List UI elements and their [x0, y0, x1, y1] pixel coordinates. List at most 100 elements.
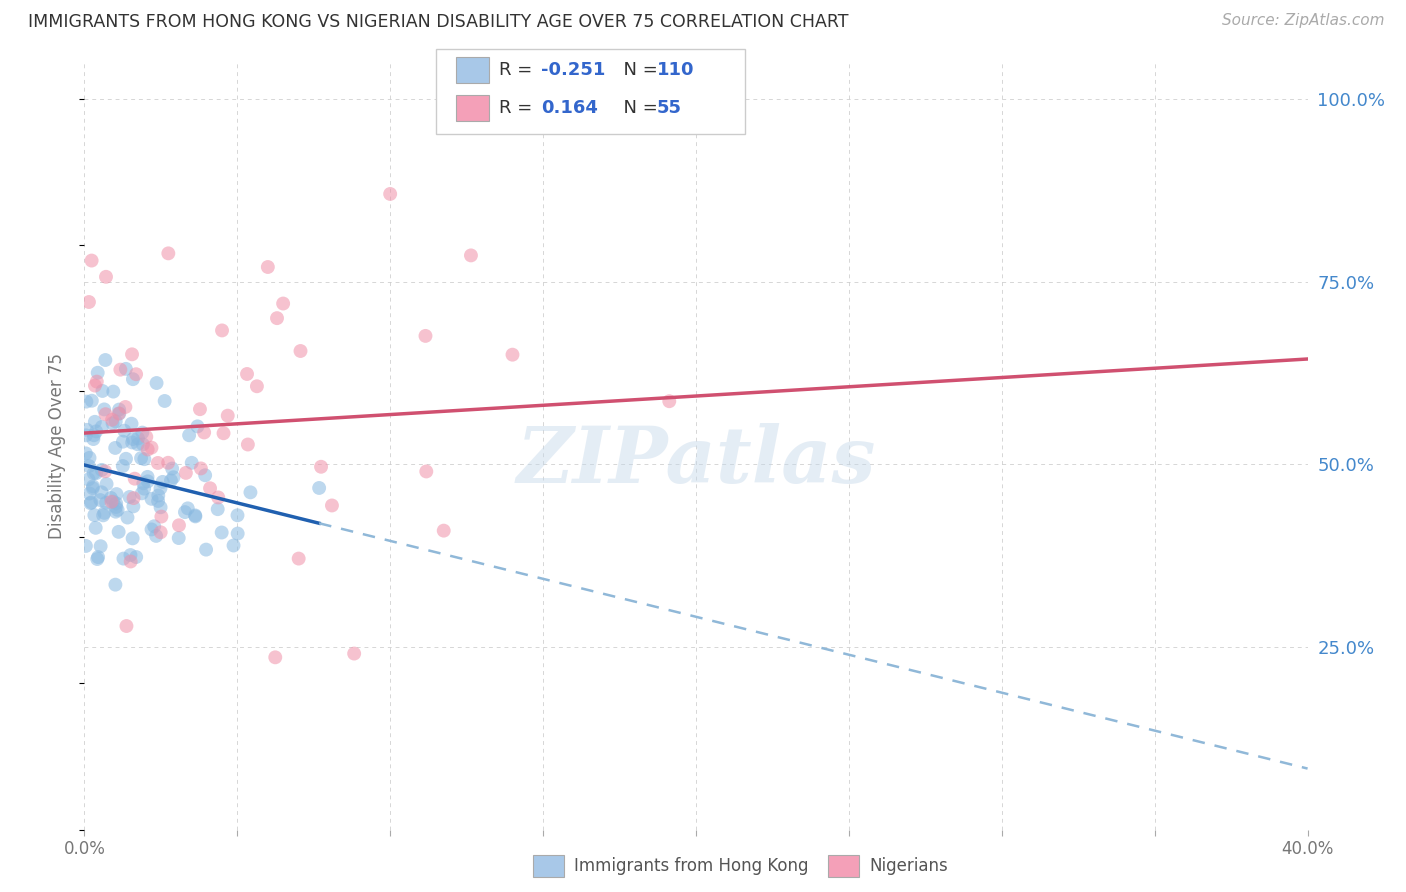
Text: -0.251: -0.251: [541, 61, 606, 79]
Point: [153, 394, 176, 409]
Point: [190, 461, 212, 475]
Point: [290, 344, 312, 359]
Point: [195, 542, 218, 557]
Point: [79, 496, 101, 510]
Point: [80, 495, 103, 509]
Point: [114, 400, 136, 414]
Point: [141, 523, 163, 537]
Point: [194, 468, 217, 483]
Point: [309, 459, 332, 474]
Point: [343, 647, 366, 661]
Point: [84, 466, 107, 480]
Point: [118, 490, 141, 504]
Point: [86, 552, 108, 566]
Point: [212, 426, 235, 441]
Point: [460, 248, 482, 262]
Point: [149, 481, 172, 495]
Text: 110: 110: [657, 61, 695, 79]
Point: [86, 375, 108, 389]
Point: [104, 577, 127, 591]
Point: [91, 508, 114, 523]
Point: [122, 372, 145, 386]
Point: [83, 428, 105, 442]
Point: [90, 420, 112, 434]
Point: [80, 393, 103, 408]
Point: [308, 481, 330, 495]
Point: [184, 509, 207, 524]
Point: [246, 379, 269, 393]
Point: [124, 472, 146, 486]
Point: [146, 494, 169, 508]
Point: [107, 503, 129, 517]
Point: [226, 526, 249, 541]
Text: ZIPatlas: ZIPatlas: [516, 423, 876, 500]
Point: [111, 434, 134, 449]
Point: [104, 505, 127, 519]
Point: [287, 551, 309, 566]
Point: [121, 532, 143, 546]
Point: [80, 253, 103, 268]
Point: [129, 451, 152, 466]
Point: [121, 435, 143, 450]
Text: N =: N =: [612, 61, 664, 79]
Point: [104, 441, 127, 455]
Point: [105, 487, 128, 501]
Point: [79, 450, 101, 465]
Point: [177, 501, 200, 516]
Text: IMMIGRANTS FROM HONG KONG VS NIGERIAN DISABILITY AGE OVER 75 CORRELATION CHART: IMMIGRANTS FROM HONG KONG VS NIGERIAN DI…: [28, 13, 849, 31]
Point: [157, 456, 180, 470]
Point: [101, 417, 124, 431]
Point: [193, 425, 215, 440]
Point: [94, 407, 117, 421]
Point: [107, 524, 129, 539]
Point: [82, 432, 104, 446]
Point: [149, 500, 172, 515]
Point: [160, 474, 183, 488]
Point: [101, 413, 124, 427]
Point: [120, 554, 142, 568]
Point: [136, 470, 159, 484]
Point: [188, 402, 211, 417]
Point: [502, 348, 524, 362]
Point: [149, 525, 172, 540]
Point: [211, 323, 233, 337]
Text: N =: N =: [612, 99, 664, 117]
Point: [86, 366, 108, 380]
Point: [184, 508, 207, 523]
Point: [121, 347, 143, 361]
Point: [271, 296, 294, 310]
Point: [174, 466, 197, 480]
Point: [222, 539, 245, 553]
Point: [84, 378, 107, 392]
Point: [321, 499, 343, 513]
Point: [104, 414, 127, 428]
Point: [108, 402, 131, 417]
Point: [89, 493, 111, 508]
Point: [79, 486, 101, 500]
Point: [236, 367, 259, 381]
Point: [84, 521, 107, 535]
Point: [207, 491, 229, 505]
Point: [121, 417, 143, 431]
Point: [264, 650, 287, 665]
Point: [211, 525, 233, 540]
Point: [83, 466, 105, 480]
Point: [658, 394, 681, 409]
Text: Nigerians: Nigerians: [869, 857, 948, 875]
Point: [94, 353, 117, 368]
Point: [115, 619, 138, 633]
Point: [83, 415, 105, 429]
Point: [132, 476, 155, 491]
Point: [75, 446, 97, 460]
Point: [127, 437, 149, 451]
Point: [90, 463, 112, 477]
Point: [122, 432, 145, 446]
Point: [136, 442, 159, 457]
Point: [83, 508, 105, 522]
Point: [132, 437, 155, 451]
Point: [75, 394, 97, 409]
Point: [90, 485, 112, 500]
Point: [103, 494, 125, 508]
Text: Immigrants from Hong Kong: Immigrants from Hong Kong: [574, 857, 808, 875]
Point: [77, 459, 100, 474]
